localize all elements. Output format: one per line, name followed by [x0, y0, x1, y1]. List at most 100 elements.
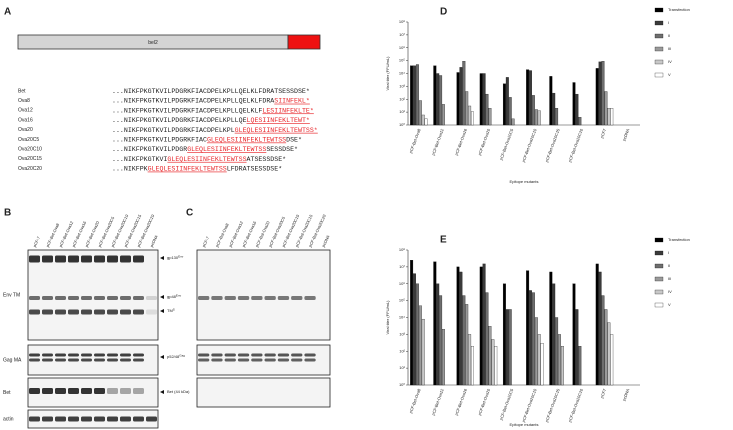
band [133, 353, 144, 357]
bar [418, 305, 422, 386]
legend-swatch [654, 20, 664, 26]
bar [485, 292, 489, 386]
band [42, 296, 53, 300]
band [211, 296, 223, 300]
band [42, 416, 53, 422]
band [237, 353, 250, 357]
band [146, 309, 157, 315]
x-tick-label: pCF-Bet-Ova12 [430, 387, 445, 416]
y-tick-label: 10¹ [399, 109, 405, 114]
bar [578, 346, 582, 386]
band [81, 353, 92, 357]
bar [549, 76, 553, 126]
sequence: ...NIKFPKGTKVILPDGRKFIACDPELKPLLQELKLFDR… [112, 97, 310, 104]
sequence-part: LESIINFEKLTE* [262, 107, 313, 114]
bar [421, 318, 425, 386]
y-axis-label: Viral titer (FFU/mL) [385, 300, 390, 335]
x-tick-label: pCF-Bet-Ova8 [408, 387, 422, 414]
bar [494, 346, 498, 386]
band [237, 296, 250, 300]
x-tick-label: pCF-Bet-Ova20C10 [521, 127, 538, 163]
marker-label: Bet (44 kDa) [167, 389, 190, 394]
construct-name: Ova20C20 [18, 166, 42, 172]
y-tick-label: 10⁸ [399, 19, 405, 24]
band [264, 353, 276, 357]
band [133, 309, 144, 315]
band [133, 388, 144, 394]
bar [552, 92, 556, 126]
bar [601, 61, 605, 126]
construct-name: Bet [18, 88, 26, 94]
band [251, 296, 263, 300]
y-tick-label: 10⁰ [399, 122, 405, 127]
band [81, 309, 92, 315]
y-tick-label: 10⁷ [399, 32, 405, 37]
sequence-part: LFDRATSESSDSE* [227, 165, 282, 172]
sequence: ...NIKFPKGTKVILPDGRKFIACDPELKPLLQELKLFDR… [112, 88, 310, 95]
bar [572, 82, 576, 126]
bar [552, 283, 556, 386]
sequence-part: ...NIKFPKGTKVILPDGRKFIACDPELKPLLQE [112, 117, 247, 124]
marker-arrow [160, 309, 164, 313]
y-tick-label: 10² [399, 348, 405, 353]
band [29, 309, 40, 315]
band [42, 309, 53, 315]
bar [410, 65, 414, 126]
epitope-box [287, 34, 321, 50]
bar [607, 322, 611, 386]
band [224, 296, 236, 300]
band [68, 255, 79, 263]
band [198, 353, 210, 357]
bar [433, 65, 437, 126]
band [251, 353, 263, 357]
band [304, 296, 316, 300]
gene-label: bel2 [148, 40, 158, 46]
band [120, 353, 131, 357]
legend-label: Transfection [668, 237, 690, 242]
band [120, 296, 131, 300]
band [146, 296, 157, 300]
bar [482, 263, 486, 386]
marker-arrow [160, 355, 164, 359]
band [120, 358, 131, 362]
band [277, 353, 290, 357]
bar [598, 61, 602, 126]
marker-main: TM [167, 308, 173, 313]
bar [549, 271, 553, 386]
band [68, 309, 79, 315]
bar [558, 334, 561, 386]
y-tick-label: 10⁸ [399, 247, 405, 252]
band [55, 388, 66, 394]
sequence-part: ...NIKFPKGTKVILPDGRKFIACDPELKPL [112, 127, 235, 134]
bar [459, 271, 463, 386]
panel-letter: C [186, 208, 193, 219]
sequence: ...NIKFPKGTKVIGLEQLESIINFEKLTEWTSSATSESS… [112, 156, 286, 163]
legend-swatch [654, 59, 664, 65]
construct-name: Ova12 [18, 108, 33, 114]
band [264, 358, 276, 362]
band [68, 358, 79, 362]
sequence-part: ...NIKFPKGTKVILPDGR [112, 146, 187, 153]
bar [601, 295, 605, 386]
band [198, 358, 210, 362]
legend-swatch [654, 276, 664, 282]
band [264, 296, 276, 300]
bar [456, 266, 460, 386]
bar [479, 73, 483, 126]
bar [595, 263, 599, 386]
y-tick-label: 10⁰ [399, 382, 405, 387]
blot-label: Env TM [3, 292, 20, 298]
y-tick-label: 10⁵ [399, 58, 405, 63]
band [29, 296, 40, 300]
band [291, 358, 303, 362]
bar [572, 283, 576, 386]
y-tick-label: 10² [399, 96, 405, 101]
bar [468, 334, 472, 386]
sequence-part: ...NIKFPK [112, 165, 148, 172]
marker-label: gp130Env [167, 254, 184, 260]
bar [485, 93, 489, 126]
panel-letter: E [440, 235, 447, 246]
x-tick-label: pCF-Bet-Ova20C15 [544, 387, 561, 423]
band [81, 388, 92, 394]
